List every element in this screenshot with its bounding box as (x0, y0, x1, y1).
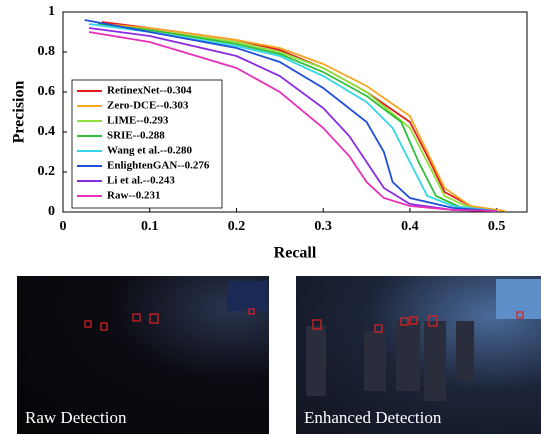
legend-label: Raw--0.231 (107, 190, 160, 202)
x-tick-label: 0.4 (401, 219, 419, 234)
y-tick-label: 0.4 (38, 124, 56, 139)
caption: Raw Detection (25, 408, 127, 427)
plot-frame (62, 11, 528, 213)
pr-curve (88, 27, 497, 212)
y-tick-label: 0.2 (38, 164, 56, 179)
legend-label: Zero-DCE--0.303 (107, 100, 189, 112)
y-tick-label: 1 (48, 4, 55, 19)
pr-curve (88, 23, 497, 212)
x-axis-label: Recall (274, 245, 317, 262)
legend-label: EnlightenGAN--0.276 (107, 160, 210, 172)
legend-label: Wang et al.--0.280 (107, 145, 192, 157)
x-tick-label: 0.3 (314, 219, 332, 234)
caption: Enhanced Detection (304, 408, 442, 427)
y-tick-label: 0 (48, 204, 55, 219)
y-tick-label: 0.6 (38, 84, 56, 99)
legend-box (71, 79, 223, 209)
pr-curve (84, 19, 497, 212)
pr-curve (97, 23, 497, 212)
enhanced-photo: Enhanced Detection (296, 276, 541, 434)
legend-label: Li et al.--0.243 (107, 175, 175, 187)
pr-curve (101, 23, 506, 212)
raw-scene (84, 281, 267, 331)
detections (312, 311, 524, 333)
legend-label: SRIE--0.288 (107, 130, 165, 142)
y-axis-label: Precision (11, 81, 28, 144)
detections (84, 308, 255, 331)
legend-label: LIME--0.293 (107, 115, 169, 127)
raw-photo: Raw Detection (17, 276, 269, 434)
y-tick-label: 0.8 (38, 44, 56, 59)
x-tick-label: 0.2 (228, 219, 246, 234)
pr-curve (88, 31, 497, 212)
x-tick-label: 0.5 (488, 219, 506, 234)
people (306, 321, 474, 401)
enhanced-scene (306, 279, 541, 401)
legend-label: RetinexNet--0.304 (107, 85, 192, 97)
shop-window (496, 279, 541, 319)
x-tick-label: 0.1 (141, 219, 159, 234)
chart: Recall Precision 0 0.1 0.2 0.3 0.4 0.5 0 0.2 0.4… (11, 4, 528, 262)
x-tick-label: 0 (60, 219, 67, 234)
shop-window (227, 281, 267, 311)
pr-curve (97, 23, 497, 212)
